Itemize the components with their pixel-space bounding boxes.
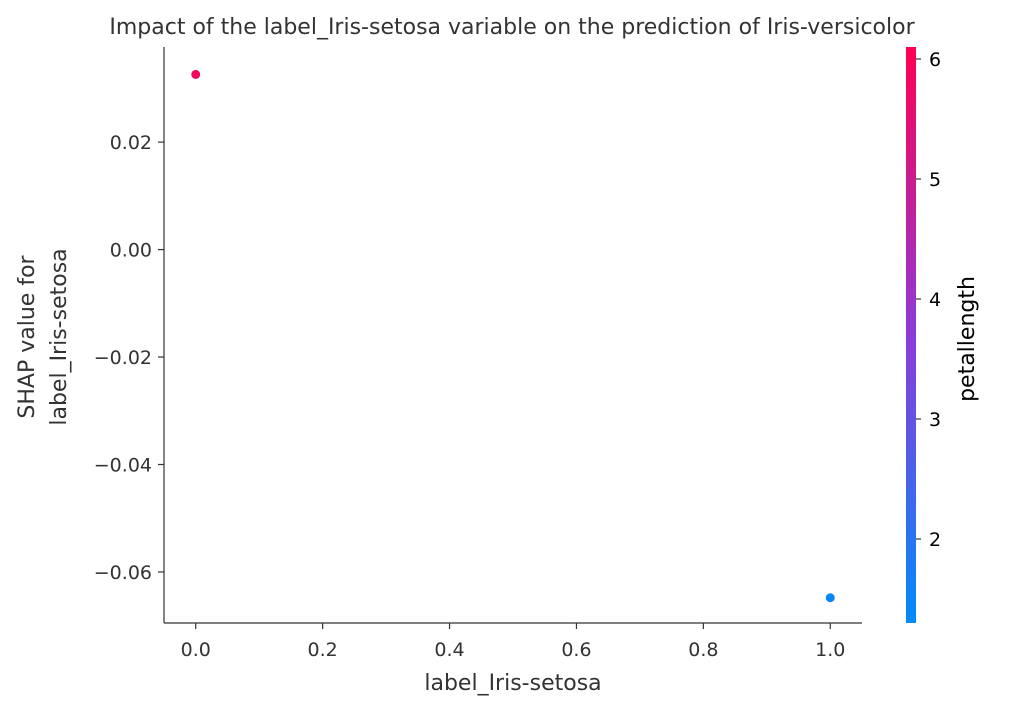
colorbar-tick-label: 4 [929, 289, 941, 311]
scatter-points [191, 69, 835, 603]
scatter-point [191, 69, 201, 79]
x-tick-label: 0.4 [434, 639, 464, 661]
y-tick-label: −0.04 [94, 454, 152, 476]
colorbar-ticks: 2 3 4 5 6 [916, 49, 941, 551]
colorbar-tick-label: 2 [929, 529, 941, 551]
x-tick-label: 0.0 [181, 639, 211, 661]
y-axis-label-line-1: SHAP value for [15, 254, 40, 418]
x-axis-label: label_Iris-setosa [424, 671, 601, 696]
x-ticks: 0.0 0.2 0.4 0.6 0.8 1.0 [181, 623, 845, 661]
y-tick-label: 0.00 [110, 240, 152, 262]
chart-title: Impact of the label_Iris-setosa variable… [109, 15, 915, 40]
y-ticks: 0.02 0.00 −0.02 −0.04 −0.06 [94, 132, 164, 584]
x-tick-label: 0.6 [561, 639, 591, 661]
x-tick-label: 0.8 [688, 639, 718, 661]
y-tick-label: −0.02 [94, 347, 152, 369]
colorbar-label: petallength [955, 276, 980, 402]
y-axis-label-line-2: label_Iris-setosa [47, 248, 72, 425]
plot-axes [163, 47, 862, 624]
colorbar-gradient [906, 47, 916, 623]
colorbar: 2 3 4 5 6 petallength [906, 47, 980, 623]
x-tick-label: 0.2 [308, 639, 338, 661]
y-tick-label: 0.02 [110, 132, 152, 154]
colorbar-tick-label: 3 [929, 409, 941, 431]
colorbar-tick-label: 5 [929, 169, 941, 191]
y-axis-label: SHAP value for label_Iris-setosa [15, 248, 72, 425]
x-tick-label: 1.0 [815, 639, 845, 661]
colorbar-tick-label: 6 [929, 49, 941, 71]
scatter-point [825, 593, 835, 603]
y-tick-label: −0.06 [94, 562, 152, 584]
